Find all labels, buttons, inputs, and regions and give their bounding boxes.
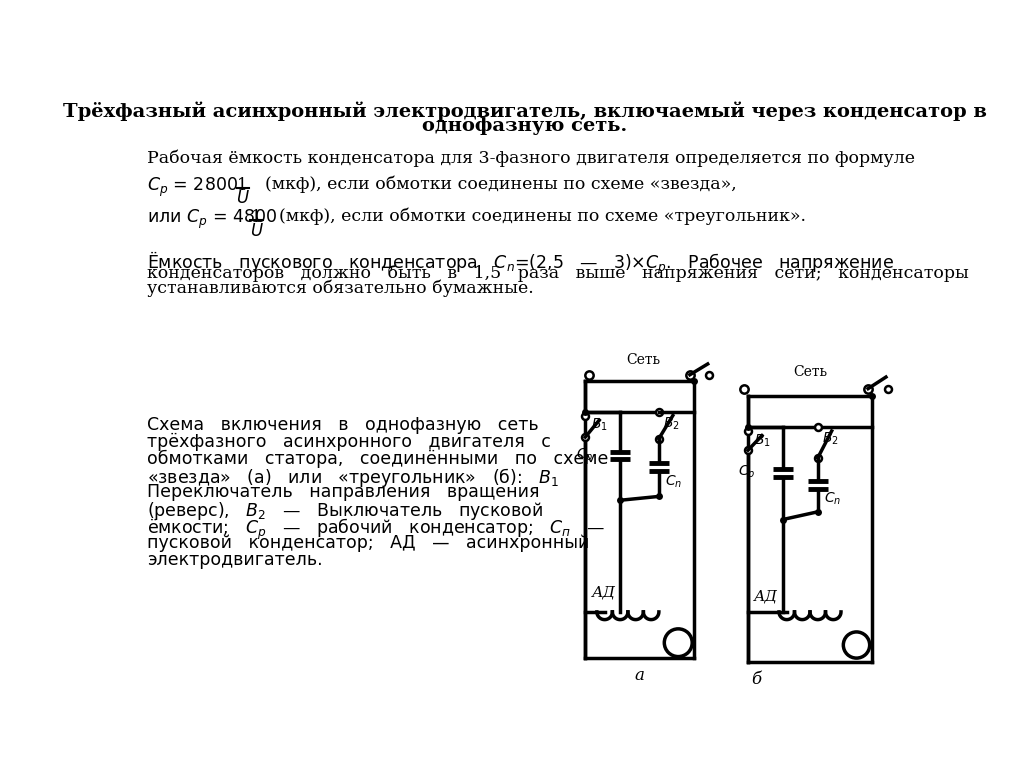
Text: или $C_p$ = 4800: или $C_p$ = 4800 (147, 207, 278, 231)
Text: однофазную сеть.: однофазную сеть. (422, 117, 628, 135)
Text: ёмкости;   $C_p$   —   рабочий   конденсатор;   $C_п$   —: ёмкости; $C_p$ — рабочий конденсатор; $C… (147, 517, 605, 542)
Text: АД: АД (755, 590, 778, 604)
Text: $C_p$: $C_p$ (738, 464, 756, 482)
Text: $B_1$: $B_1$ (592, 417, 608, 433)
Text: электродвигатель.: электродвигатель. (147, 551, 323, 569)
Text: $B_2$: $B_2$ (663, 415, 680, 432)
Text: Рабочая ёмкость конденсатора для 3-фазного двигателя определяется по формуле: Рабочая ёмкость конденсатора для 3-фазно… (147, 150, 915, 167)
Text: б: б (751, 671, 761, 688)
Text: (реверс),   $B_2$   —   Выключатель   пусковой: (реверс), $B_2$ — Выключатель пусковой (147, 500, 544, 522)
Text: трёхфазного   асинхронного   двигателя   с: трёхфазного асинхронного двигателя с (147, 432, 551, 451)
Text: $C_n$: $C_n$ (824, 491, 841, 508)
Text: $U$: $U$ (236, 189, 250, 207)
Text: Переключатель   направления   вращения: Переключатель направления вращения (147, 483, 540, 502)
Text: $C_n$: $C_n$ (665, 473, 682, 490)
Text: Сеть: Сеть (793, 366, 827, 379)
Text: Схема   включения   в   однофазную   сеть: Схема включения в однофазную сеть (147, 415, 539, 434)
Text: 1: 1 (238, 177, 248, 194)
Text: $C_p$ = 2800: $C_p$ = 2800 (147, 175, 239, 198)
Text: АД: АД (592, 586, 615, 600)
Text: (мкф), если обмотки соединены по схеме «треугольник».: (мкф), если обмотки соединены по схеме «… (267, 207, 806, 225)
Text: $B_1$: $B_1$ (755, 432, 771, 449)
Text: $C_p$: $C_p$ (575, 446, 593, 465)
Text: Сеть: Сеть (627, 353, 660, 367)
Text: $B_2$: $B_2$ (821, 431, 839, 447)
Text: Ёмкость   пускового   конденсатора   $C_n$=(2,5   —   3)×$C_p$.   Рабочее   напр: Ёмкость пускового конденсатора $C_n$=(2,… (147, 250, 894, 277)
Text: пусковой   конденсатор;   АД   —   асинхронный: пусковой конденсатор; АД — асинхронный (147, 534, 590, 552)
Text: обмотками   статора,   соединёнными   по   схеме: обмотками статора, соединёнными по схеме (147, 449, 608, 468)
Text: устанавливаются обязательно бумажные.: устанавливаются обязательно бумажные. (147, 280, 535, 296)
Text: «звезда»   (а)   или   «треугольник»   (б):   $B_1$: «звезда» (а) или «треугольник» (б): $B_1… (147, 466, 560, 489)
Text: (мкф), если обмотки соединены по схеме «звезда»,: (мкф), если обмотки соединены по схеме «… (254, 175, 736, 193)
Text: $U$: $U$ (250, 221, 263, 240)
Text: 1: 1 (251, 209, 262, 227)
Text: а: а (635, 667, 644, 684)
Text: конденсаторов   должно   быть   в   1,5   раза   выше   напряжения   сети;   кон: конденсаторов должно быть в 1,5 раза выш… (147, 265, 969, 282)
Text: Трёхфазный асинхронный электродвигатель, включаемый через конденсатор в: Трёхфазный асинхронный электродвигатель,… (62, 101, 987, 121)
